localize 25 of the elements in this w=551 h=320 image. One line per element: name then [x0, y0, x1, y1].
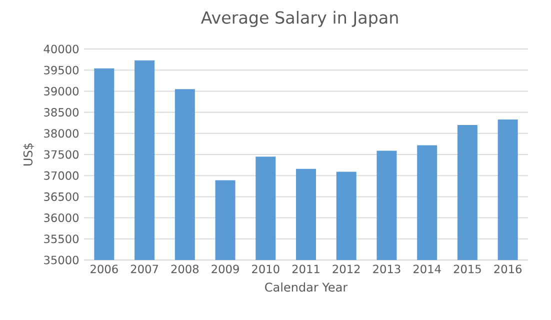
x-tick-label: 2011 — [292, 264, 320, 274]
x-tick-label: 2010 — [252, 264, 280, 274]
y-tick-label: 40000 — [44, 44, 79, 54]
x-tick-label: 2007 — [130, 264, 158, 274]
y-tick-label: 36000 — [44, 214, 79, 222]
x-axis-title: Calendar Year — [265, 282, 348, 292]
y-tick-label: 36500 — [44, 192, 79, 201]
x-tick-label: 2015 — [454, 264, 481, 274]
chart-title: Average Salary in Japan — [200, 10, 398, 28]
x-tick-label: 2016 — [494, 264, 522, 274]
y-axis-title: US$ — [23, 143, 34, 166]
y-tick-label: 37500 — [44, 150, 79, 159]
y-tick-label: 35500 — [44, 234, 79, 244]
x-tick-label: 2006 — [90, 264, 118, 274]
x-tick-label: 2012 — [332, 264, 360, 274]
x-tick-label: 2009 — [212, 264, 239, 274]
y-tick-label: 35000 — [44, 256, 79, 264]
y-tick-label: 38000 — [44, 129, 79, 138]
y-tick-label: 38500 — [44, 108, 79, 117]
y-tick-label: 39000 — [44, 86, 79, 96]
y-tick-label: 37000 — [44, 171, 79, 180]
x-tick-label: 2008 — [171, 264, 199, 274]
x-tick-label: 2013 — [373, 264, 400, 274]
x-tick-label: 2014 — [414, 264, 441, 274]
y-tick-label: 39500 — [44, 66, 79, 74]
